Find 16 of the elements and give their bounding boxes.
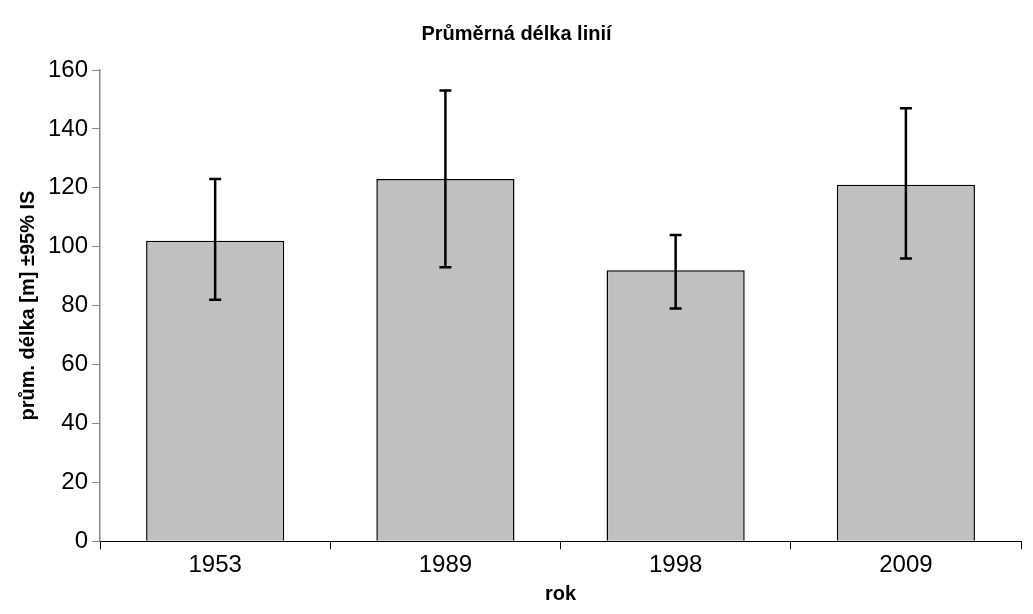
y-tick-label: 160	[48, 54, 89, 82]
y-tick-label: 100	[48, 231, 89, 259]
y-tick-label: 120	[48, 172, 89, 200]
x-tick-label: 2009	[879, 550, 933, 578]
chart-title: Průměrná délka linií	[421, 21, 613, 44]
x-tick-label: 1998	[648, 550, 703, 578]
x-tick-label: 1989	[418, 550, 473, 578]
y-tick-label: 80	[61, 290, 89, 318]
y-tick-label: 140	[48, 113, 89, 141]
y-axis-title: prům. délka [m] ±95% IS	[15, 190, 38, 421]
x-axis-title: rok	[544, 581, 577, 604]
x-tick-label: 1953	[188, 550, 242, 578]
y-tick-label: 20	[61, 466, 89, 494]
y-tick-label: 0	[74, 525, 89, 553]
y-tick-label: 40	[61, 408, 89, 436]
y-tick-label: 60	[61, 349, 89, 377]
